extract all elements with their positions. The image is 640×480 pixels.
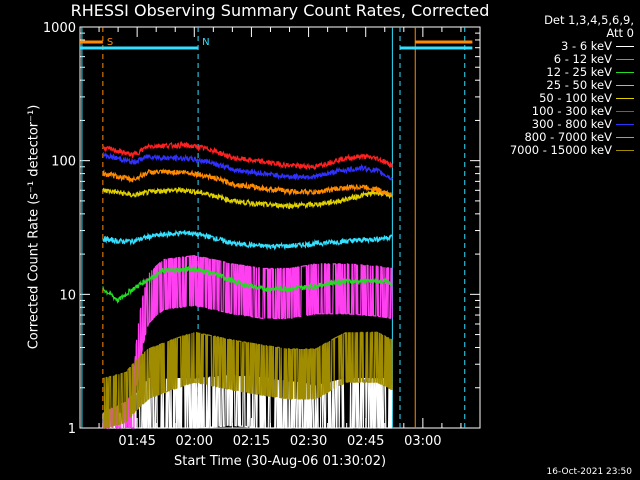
- legend-label-6: 300 - 800 keV: [531, 117, 612, 131]
- legend-item-6: 300 - 800 keV: [484, 118, 634, 131]
- legend-swatch-4: [616, 98, 634, 99]
- legend-header-attenuator: Att 0: [606, 26, 634, 40]
- legend-swatch-5: [616, 111, 634, 112]
- y-tick-label-0: 1: [68, 422, 76, 437]
- x-tick-label-2: 02:15: [233, 434, 270, 449]
- series-line-5: [102, 140, 393, 171]
- y-tick-label-3: 1000: [43, 21, 76, 36]
- x-tick-label-4: 02:45: [347, 434, 384, 449]
- series-line-3: [102, 229, 393, 251]
- date-stamp: 16-Oct-2021 23:50: [546, 467, 632, 477]
- legend-swatch-1: [616, 59, 634, 60]
- chart-title: RHESSI Observing Summary Count Rates, Co…: [70, 1, 490, 20]
- y-tick-label-1: 10: [59, 288, 76, 303]
- legend-swatch-2: [616, 72, 634, 73]
- series-line-8: [102, 331, 393, 429]
- series-line-1: [102, 255, 393, 429]
- series-line-2: [102, 264, 393, 305]
- legend-swatch-8: [616, 150, 634, 151]
- annotation-n: N: [202, 37, 209, 48]
- legend-label-4: 50 - 100 keV: [539, 91, 612, 105]
- legend-swatch-0: [616, 46, 634, 47]
- legend-label-5: 100 - 300 keV: [531, 104, 612, 118]
- x-tick-label-1: 02:00: [176, 434, 213, 449]
- legend-swatch-3: [616, 85, 634, 86]
- legend-item-5: 100 - 300 keV: [484, 105, 634, 118]
- legend-label-2: 12 - 25 keV: [546, 65, 612, 79]
- legend-header-detectors: Det 1,3,4,5,6,9,: [544, 13, 634, 27]
- x-tick-label-5: 03:00: [404, 434, 441, 449]
- series-line-6: [102, 151, 393, 181]
- legend-label-8: 7000 - 15000 keV: [509, 143, 612, 157]
- x-tick-label-0: 01:45: [118, 434, 155, 449]
- annotation-s: S: [107, 37, 113, 48]
- x-axis-label: Start Time (30-Aug-06 01:30:02): [173, 454, 387, 469]
- legend-item-0: 3 - 6 keV: [484, 40, 634, 53]
- legend-item-8: 7000 - 15000 keV: [484, 144, 634, 157]
- legend: Det 1,3,4,5,6,9, Att 0 3 - 6 keV 6 - 12 k…: [484, 14, 634, 157]
- y-axis-label: Corrected Count Rate (s⁻¹ detector⁻¹): [26, 104, 42, 350]
- series-line-0: [102, 374, 393, 429]
- legend-item-3: 25 - 50 keV: [484, 79, 634, 92]
- legend-swatch-7: [616, 137, 634, 138]
- series-line-7: [102, 167, 393, 198]
- legend-item-4: 50 - 100 keV: [484, 92, 634, 105]
- legend-label-0: 3 - 6 keV: [561, 39, 612, 53]
- legend-item-1: 6 - 12 keV: [484, 53, 634, 66]
- series-line-4: [102, 186, 393, 210]
- legend-label-7: 800 - 7000 keV: [524, 130, 612, 144]
- legend-label-1: 6 - 12 keV: [553, 52, 612, 66]
- legend-item-7: 800 - 7000 keV: [484, 131, 634, 144]
- y-tick-label-2: 100: [51, 155, 76, 170]
- legend-item-2: 12 - 25 keV: [484, 66, 634, 79]
- legend-swatch-6: [616, 124, 634, 125]
- legend-label-3: 25 - 50 keV: [546, 78, 612, 92]
- x-tick-label-3: 02:30: [290, 434, 327, 449]
